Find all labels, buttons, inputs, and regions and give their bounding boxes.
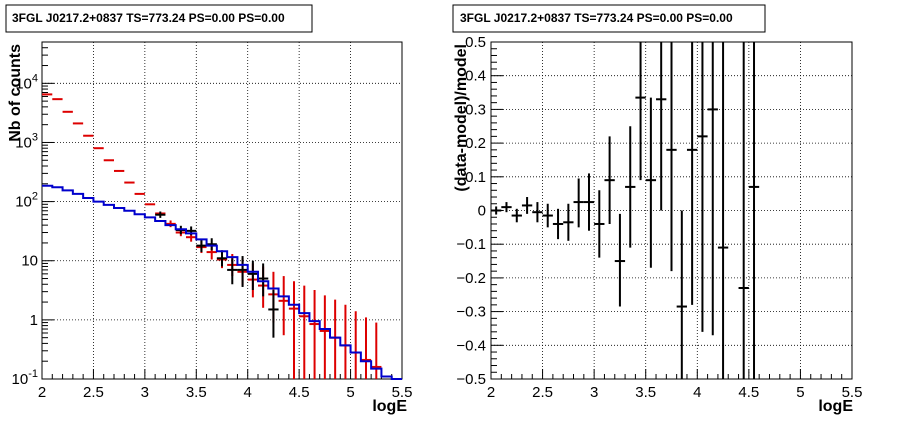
x-tick-label: 3 (590, 384, 598, 401)
y-tick-label: 0.3 (465, 101, 486, 118)
data-point (258, 263, 269, 297)
residual-point (666, 42, 677, 272)
residual-point (697, 42, 708, 332)
data-point (227, 258, 238, 285)
chart-title: 3FGL J0217.2+0837 TS=773.24 PS=0.00 PS=0… (12, 11, 285, 25)
x-tick-label: 5.5 (842, 384, 863, 401)
model-point (330, 299, 341, 379)
data-point (237, 256, 248, 287)
x-tick-label: 2.5 (532, 384, 553, 401)
data-point (155, 211, 166, 218)
data-point (196, 239, 207, 253)
y-tick-label: −0.5 (456, 371, 486, 388)
plot-frame (41, 41, 403, 380)
residual-panel: 2 2.5 3 3.5 4 4.5 5 5.5 −0.5 −0.4 −0.3 −0.2 −0.1 0 0.1… (452, 4, 863, 415)
y-axis-label: (data-model)/model (453, 44, 470, 192)
counts-panel: 2 2.5 3 3.5 4 4.5 5 5.5 10-1 1 10 102 103 104 3FGL J02… (5, 4, 413, 415)
x-tick-label: 4 (693, 384, 701, 401)
residual-point (686, 42, 698, 305)
x-axis-label: logE (818, 398, 853, 415)
y-tick-label: −0.1 (456, 236, 486, 253)
y-tick-label: 10-1 (12, 368, 38, 388)
residual-point (707, 42, 718, 336)
y-tick-label: 10 (21, 253, 38, 270)
model-step-line (42, 184, 402, 380)
x-tick-label: 4.5 (738, 384, 759, 401)
residual-point (635, 42, 646, 181)
x-tick-label: 2 (487, 384, 495, 401)
residual-point (511, 208, 522, 223)
title-box (5, 4, 313, 33)
model-point (299, 285, 310, 379)
y-tick-label: 0.5 (465, 34, 486, 51)
residual-point (676, 210, 687, 379)
x-tick-label: 3.5 (186, 384, 207, 401)
title-box (452, 4, 766, 33)
model-point (371, 322, 382, 379)
data-point (247, 260, 258, 290)
residual-point (717, 42, 729, 379)
residual-point (521, 197, 533, 214)
y-tick-label: −0.2 (456, 270, 486, 287)
model-point (288, 281, 300, 379)
residual-point (748, 42, 760, 379)
y-tick-label: 0 (478, 203, 486, 220)
y-tick-label: −0.4 (456, 337, 486, 354)
y-tick-label: 1 (30, 312, 38, 329)
residual-point (645, 97, 657, 268)
model-point (278, 276, 289, 336)
x-tick-label: 3 (141, 384, 149, 401)
data-point (216, 250, 228, 267)
x-axis-label: logE (372, 398, 407, 415)
model-point (350, 311, 361, 379)
residual-point (656, 42, 667, 211)
residual-point (738, 42, 749, 379)
data-point (206, 238, 217, 251)
x-tick-label: 5 (346, 384, 354, 401)
residual-point (614, 213, 626, 307)
y-tick-label: 102 (15, 191, 38, 211)
grid-lines (42, 42, 402, 379)
data-point (268, 289, 279, 338)
y-tick-label: 103 (15, 131, 38, 151)
y-tick-label: 0.1 (465, 169, 486, 186)
x-tick-label: 2.5 (83, 384, 104, 401)
model-point (340, 304, 351, 379)
y-axis-label: Nb of counts (7, 44, 24, 142)
x-tick-label: 4.5 (289, 384, 310, 401)
y-tick-label: −0.3 (456, 304, 486, 321)
model-point (319, 295, 330, 379)
residual-point (604, 136, 615, 224)
residual-point (563, 203, 574, 241)
model-point (309, 289, 320, 379)
residual-point (532, 202, 543, 223)
residual-point (583, 173, 595, 231)
residual-point (542, 203, 553, 228)
y-tick-label: 0.4 (465, 68, 486, 85)
x-tick-label: 4 (244, 384, 252, 401)
residual-point (594, 190, 605, 258)
x-tick-label: 2 (38, 384, 46, 401)
x-tick-label: 5 (796, 384, 804, 401)
residual-point (491, 206, 502, 215)
model-point (360, 317, 372, 379)
residual-point (625, 126, 636, 248)
x-tick-label: 5.5 (392, 384, 413, 401)
residual-point (501, 202, 512, 213)
x-tick-label: 3.5 (635, 384, 656, 401)
residual-point (573, 178, 584, 228)
chart-title: 3FGL J0217.2+0837 TS=773.24 PS=0.00 PS=0… (460, 11, 733, 25)
residual-point (552, 208, 564, 240)
y-tick-label: 104 (15, 72, 38, 92)
y-tick-label: 0.2 (465, 135, 486, 152)
